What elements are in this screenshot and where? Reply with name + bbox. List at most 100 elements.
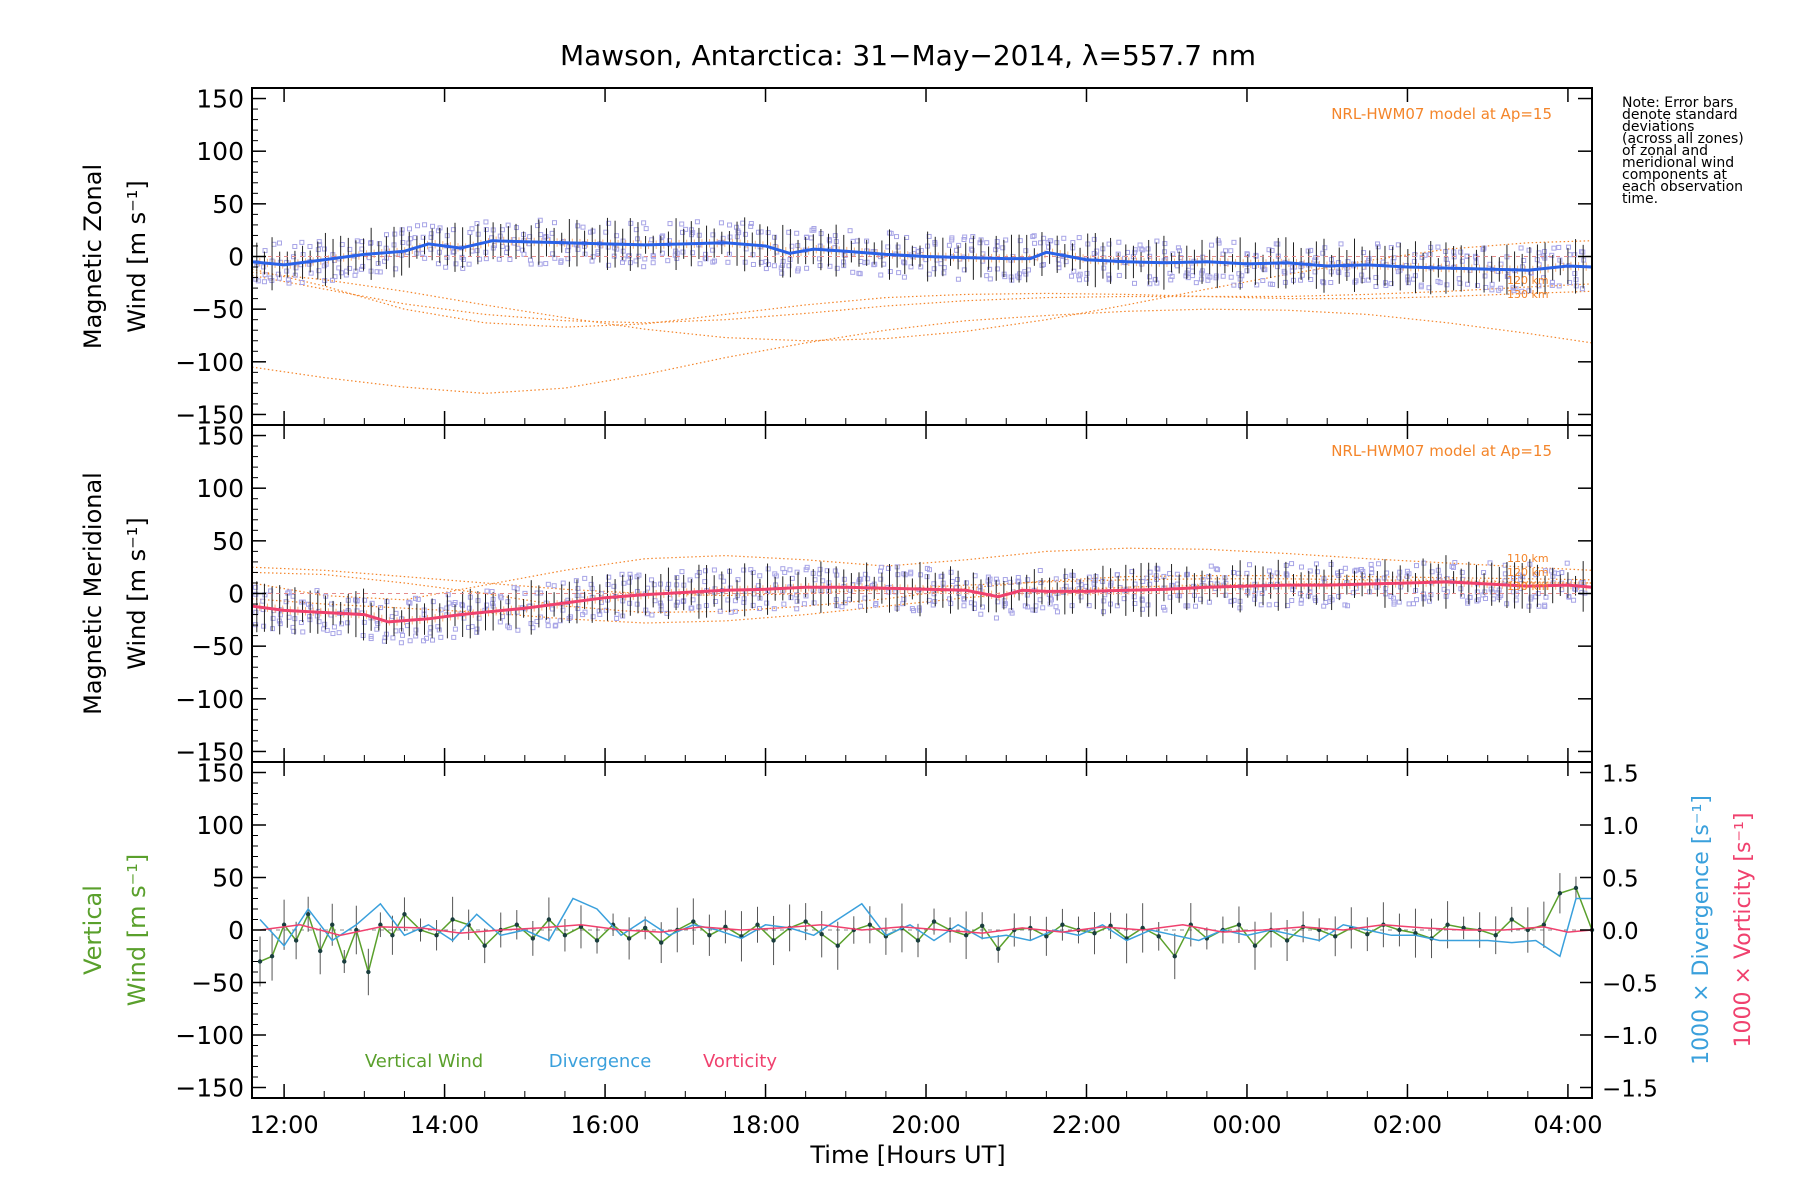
- zone-point: [808, 235, 814, 241]
- zone-point: [1101, 265, 1107, 271]
- zone-point: [1510, 575, 1516, 581]
- zone-point: [347, 246, 353, 252]
- zone-point: [507, 257, 513, 263]
- zone-point: [1559, 570, 1565, 576]
- zone-point: [1147, 281, 1153, 287]
- zone-point: [1147, 581, 1153, 587]
- zone-point: [947, 596, 953, 602]
- model-label: NRL-HWM07 model at Ap=15: [1331, 105, 1552, 123]
- panel-vertical: −1.5 −1.0 −0.5 0.0 0.5 1.0 1.5 1000 × Divergenc…: [79, 759, 1756, 1103]
- zone-point: [575, 246, 581, 252]
- y-axis-label-line: Magnetic Zonal: [79, 164, 107, 349]
- zone-point: [354, 238, 360, 244]
- zone-point: [1383, 280, 1389, 286]
- zone-point: [1366, 256, 1372, 262]
- zone-point: [1405, 280, 1411, 286]
- zone-point: [1391, 601, 1397, 607]
- zone-point: [1132, 600, 1138, 606]
- x-tick-label: 18:00: [731, 1111, 800, 1139]
- zone-point: [1556, 283, 1562, 289]
- altitude-label: 120 km: [1507, 274, 1549, 287]
- zone-point: [626, 253, 632, 259]
- y-tick-label: −50: [191, 969, 244, 998]
- zone-point: [1556, 244, 1562, 250]
- zone-point: [1360, 277, 1366, 283]
- zone-point: [1162, 249, 1168, 255]
- zone-point: [435, 261, 441, 267]
- zone-point: [483, 227, 489, 233]
- zone-point: [626, 579, 632, 585]
- zone-point: [560, 607, 566, 613]
- zone-point: [862, 571, 868, 577]
- zone-point: [515, 627, 521, 633]
- zone-point: [916, 248, 922, 254]
- zone-point: [674, 574, 680, 580]
- zone-point: [352, 272, 358, 278]
- zone-point: [809, 227, 815, 233]
- zone-point: [452, 626, 458, 632]
- zone-point: [474, 629, 480, 635]
- x-tick-label: 14:00: [410, 1111, 479, 1139]
- zone-point: [794, 598, 800, 604]
- zone-point: [1541, 253, 1547, 259]
- zone-point: [817, 566, 823, 572]
- zone-point: [1017, 238, 1023, 244]
- vertical-wind-point: [642, 925, 648, 931]
- zone-point: [902, 572, 908, 578]
- zone-point: [1228, 248, 1234, 254]
- zone-point: [1145, 246, 1151, 252]
- zone-point: [336, 630, 342, 636]
- zone-point: [1475, 597, 1481, 603]
- zone-point: [1396, 575, 1402, 581]
- zone-point: [299, 280, 305, 286]
- zone-point: [1368, 561, 1374, 567]
- zone-point: [545, 581, 551, 587]
- vertical-wind-point: [819, 932, 824, 937]
- zone-point: [1307, 568, 1313, 574]
- zone-point: [1069, 572, 1075, 578]
- zone-point: [1481, 570, 1487, 576]
- zone-point: [331, 624, 337, 630]
- vertical-wind-point: [707, 933, 712, 938]
- zone-point: [713, 598, 719, 604]
- zone-point: [941, 265, 947, 271]
- y-axis-label-line: Vertical: [79, 885, 107, 975]
- zone-point: [428, 625, 434, 631]
- zone-point: [361, 619, 367, 625]
- zone-point: [261, 264, 267, 270]
- vertical-wind-point: [390, 933, 395, 938]
- zone-point: [400, 632, 406, 638]
- zone-point: [832, 568, 838, 574]
- y-tick-label: 150: [196, 759, 244, 788]
- zone-point: [1174, 571, 1180, 577]
- zone-point: [316, 619, 322, 625]
- zone-point: [413, 627, 419, 633]
- zone-point: [392, 231, 398, 237]
- zone-point: [384, 232, 390, 238]
- y-tick-label: −50: [191, 632, 244, 661]
- y-axis-label-line: Wind [m s⁻¹]: [123, 854, 151, 1006]
- legend-divergence: Divergence: [549, 1051, 652, 1072]
- zone-point: [1313, 255, 1319, 261]
- zone-point: [1549, 568, 1555, 574]
- zone-point: [971, 601, 977, 607]
- zone-point: [741, 596, 747, 602]
- zone-point: [786, 263, 792, 269]
- zone-point: [545, 617, 551, 623]
- zone-point: [277, 621, 283, 627]
- zone-point: [1254, 282, 1260, 288]
- zone-point: [932, 599, 938, 605]
- zone-point: [1260, 278, 1266, 284]
- zone-point: [641, 220, 647, 226]
- right-tick-label: 0.0: [1602, 919, 1639, 945]
- vertical-wind-point: [915, 938, 921, 943]
- zone-point: [1129, 569, 1135, 575]
- zone-point: [459, 601, 465, 607]
- zone-point: [994, 266, 1000, 272]
- zone-point: [645, 585, 651, 591]
- zone-point: [850, 269, 856, 275]
- zone-point: [1000, 245, 1006, 251]
- vertical-wind-point: [1493, 933, 1498, 938]
